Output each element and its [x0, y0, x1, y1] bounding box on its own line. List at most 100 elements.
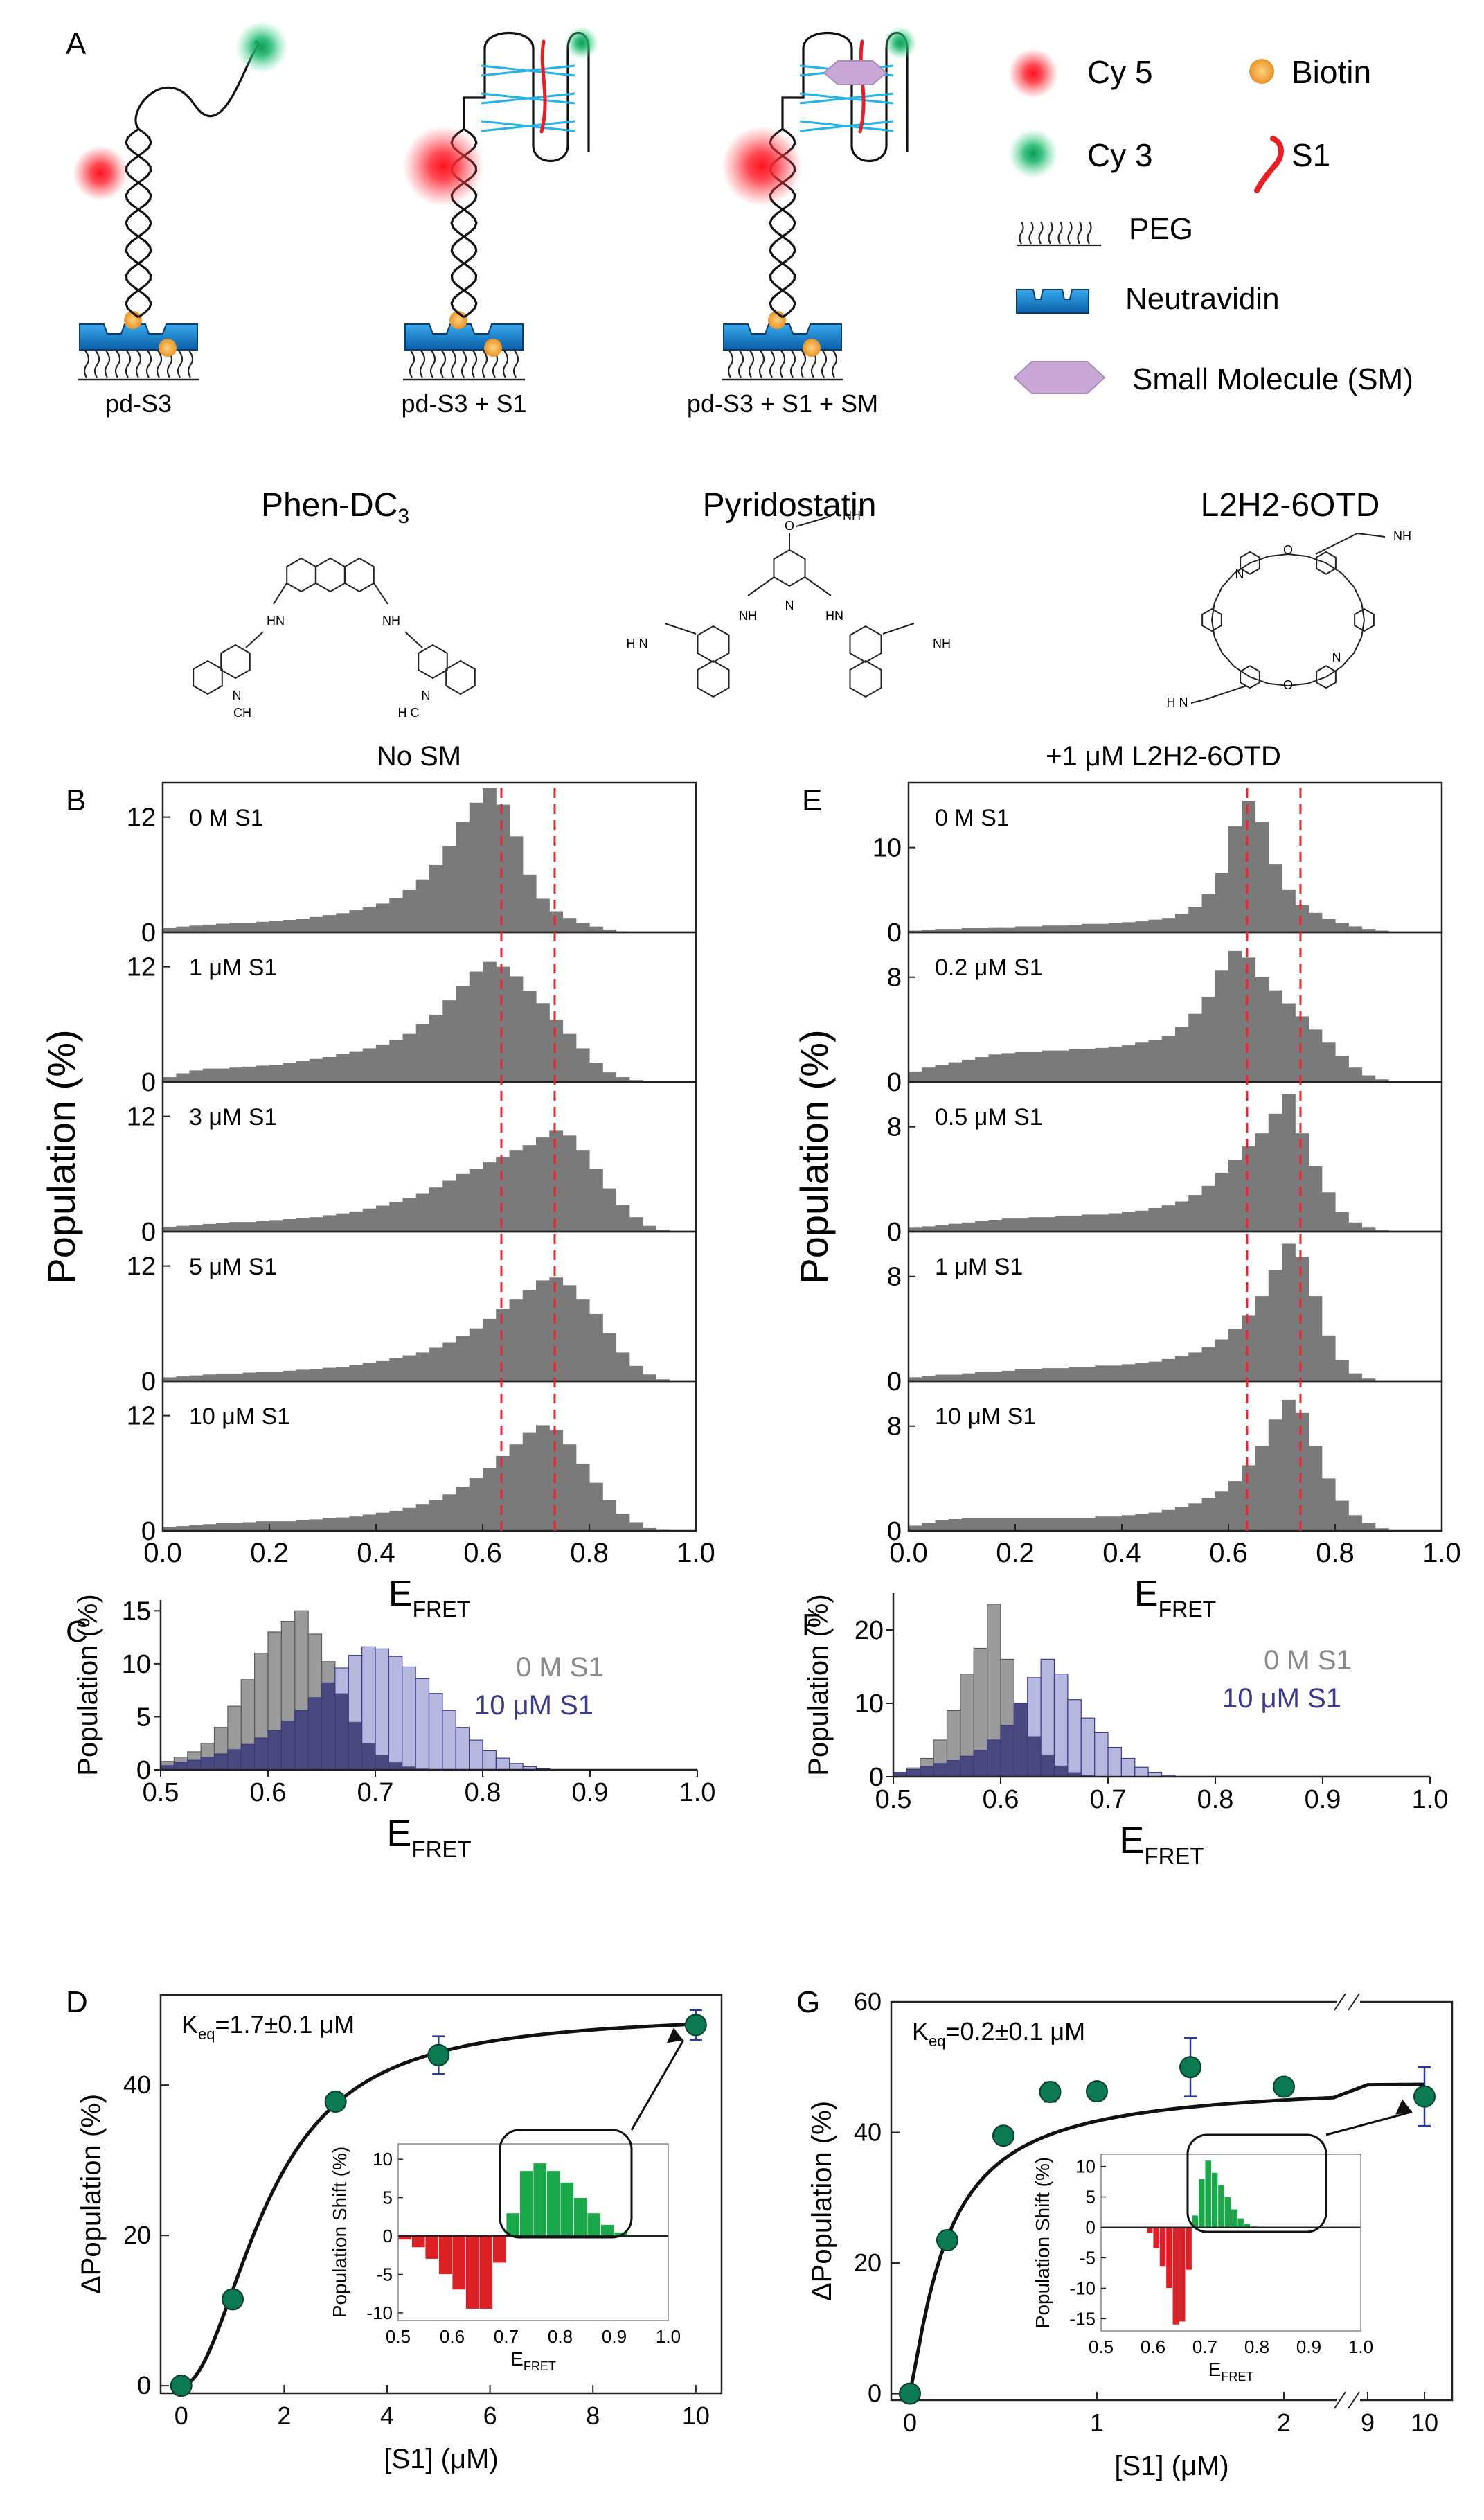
histogram-bar	[975, 1057, 990, 1082]
histogram-bar	[616, 1352, 630, 1381]
histogram-bar	[229, 1373, 244, 1381]
legend-10um-s1: 10 μM S1	[1222, 1683, 1341, 1714]
legend-10um-s1: 10 μM S1	[474, 1690, 593, 1721]
inset-y-axis-label: Population Shift (%)	[1032, 2157, 1053, 2328]
histogram-bar	[602, 1188, 617, 1232]
positive-shift-bar	[1237, 2217, 1244, 2228]
phen-atom-hn: HN	[267, 614, 285, 628]
histogram-bar	[509, 1150, 524, 1232]
pds-atom-n: N	[785, 598, 794, 612]
histogram-bar	[988, 927, 1003, 932]
histogram-bar	[935, 929, 949, 932]
histogram-bar	[229, 1222, 244, 1232]
histogram-bar	[309, 1217, 323, 1232]
histogram-bar	[323, 1367, 337, 1381]
histogram-bar	[1107, 1747, 1122, 1777]
histogram-bar	[602, 1072, 617, 1082]
histogram-bar	[202, 1068, 217, 1082]
histogram-bar	[402, 889, 417, 932]
x-axis-label: EFRET	[388, 1574, 470, 1622]
histogram-bar	[549, 1130, 564, 1232]
x-tick-label: 1.0	[677, 1538, 715, 1568]
histogram-bar	[589, 926, 603, 932]
data-point	[222, 2288, 244, 2311]
histogram-bar	[1242, 1465, 1256, 1531]
pds-chain	[796, 515, 832, 527]
histogram-bar	[323, 1056, 337, 1082]
histogram-bar	[643, 1527, 656, 1531]
inset-x-tick-label: 1.0	[1348, 2336, 1373, 2357]
histogram-bar	[496, 1455, 510, 1531]
histogram-bar	[1228, 1160, 1242, 1232]
histogram-bar	[1120, 1757, 1136, 1777]
histogram-bar	[589, 1063, 603, 1082]
x-tick-label: 0.0	[889, 1538, 928, 1568]
histogram-bar	[1348, 1067, 1363, 1082]
histogram-subplot-2: 0 8 0.2 μM S1	[887, 931, 1443, 1097]
histogram-bar	[389, 1202, 404, 1232]
chart-d-binding-curve: 0 2 4 6 8 10 0 20 40 [S1] (μM) ΔPopulation (%) Keq=…	[76, 1994, 723, 2474]
histogram-bar	[283, 1521, 297, 1531]
phen-atom-ch3: CH	[233, 706, 251, 720]
otd-oxazole	[1240, 551, 1260, 575]
positive-shift-bar	[587, 2212, 601, 2237]
data-point	[1179, 2056, 1201, 2079]
histogram-bar	[522, 874, 537, 932]
s1-legend-strand	[1254, 136, 1284, 193]
otd-oxazole	[1316, 665, 1337, 689]
inset-y-tick-label: 10	[373, 2149, 393, 2169]
histogram-bar	[283, 919, 297, 932]
overlap-bar	[174, 1762, 188, 1770]
panel-label-e: E	[802, 783, 822, 817]
histogram-bar	[922, 1226, 936, 1232]
phen-atom-n1: N	[233, 689, 242, 702]
histogram-bar	[1188, 1013, 1203, 1082]
histogram-bar	[283, 1370, 297, 1381]
negative-shift-bar	[492, 2235, 507, 2264]
histogram-bar	[909, 1227, 922, 1232]
otd-atom-o1: O	[1283, 543, 1293, 557]
x-tick-label: 0.4	[357, 1538, 395, 1568]
peg-strands	[1019, 221, 1092, 245]
histogram-bar	[562, 1135, 577, 1232]
histogram-bar	[389, 1039, 404, 1082]
phen-bond-c	[245, 631, 264, 648]
histogram-bar	[922, 1067, 936, 1082]
histogram-bar	[1095, 1516, 1109, 1531]
histogram-bar	[189, 925, 204, 932]
histogram-bar	[1069, 1216, 1082, 1232]
histogram-bar	[389, 898, 404, 932]
hairpin-left	[781, 48, 805, 129]
pds-arm-r	[882, 623, 915, 635]
histogram-bar	[323, 1215, 337, 1232]
histogram-bar	[1135, 1363, 1150, 1381]
histogram-bar	[1082, 923, 1096, 932]
histogram-bar	[216, 1373, 230, 1381]
small-molecule	[823, 60, 888, 85]
histogram-bar	[1082, 1518, 1096, 1531]
x-tick-label: 0.6	[250, 1778, 287, 1807]
histogram-bar	[1188, 1352, 1203, 1381]
x-tick-label: 10	[1411, 2408, 1438, 2437]
histogram-bar	[1335, 923, 1349, 932]
histogram-bar	[1295, 1133, 1309, 1232]
histogram-bar	[309, 1519, 323, 1531]
histogram-bar	[1335, 1212, 1349, 1232]
histogram-bar	[962, 1373, 976, 1381]
histogram-bar	[1361, 1523, 1376, 1531]
histogram-bar	[575, 1463, 590, 1531]
x-tick-label: 0.0	[143, 1538, 182, 1568]
histogram-bar	[536, 1280, 550, 1381]
phen-quinoline-4	[445, 659, 476, 695]
legend-cy3: Cy 3	[1087, 137, 1153, 173]
histogram-bar	[1268, 1270, 1282, 1381]
pds-arm-l	[664, 623, 697, 635]
histogram-bar	[1255, 1446, 1269, 1531]
histogram-bar	[229, 1523, 244, 1531]
histogram-bar	[296, 1520, 310, 1531]
histogram-bar	[575, 1048, 590, 1082]
histogram-bar	[1321, 1042, 1336, 1082]
histogram-bar	[575, 923, 590, 932]
ligand-name-phen-dc3: Phen-DC3	[261, 487, 409, 528]
overlap-bar	[214, 1754, 228, 1770]
